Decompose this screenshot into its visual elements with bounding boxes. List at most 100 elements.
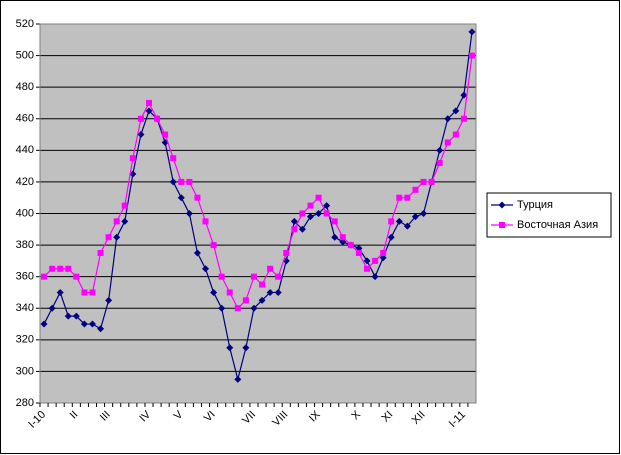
marker [242,297,249,304]
marker [283,249,290,256]
marker [452,131,459,138]
marker [81,289,88,296]
marker [65,265,72,272]
marker [380,249,387,256]
marker [41,273,48,280]
marker [234,375,242,383]
marker [226,289,233,296]
marker [274,288,282,296]
y-tick-label: 500 [16,49,34,61]
marker [89,289,96,296]
marker [48,304,56,312]
y-tick-label: 340 [16,302,34,314]
marker [387,233,395,241]
marker [258,296,266,304]
marker [129,170,137,178]
marker [105,296,113,304]
marker [186,178,193,185]
marker [306,213,314,221]
marker [266,288,274,296]
marker [339,234,346,241]
marker [121,202,128,209]
marker [291,226,298,233]
marker [105,234,112,241]
y-tick-label: 420 [16,176,34,188]
marker [234,305,241,312]
marker [137,115,144,122]
marker [275,273,282,280]
marker [436,146,444,154]
marker [73,273,80,280]
marker [169,178,177,186]
marker [315,194,322,201]
marker [194,194,201,201]
marker [72,312,80,320]
marker [145,107,153,115]
marker [299,210,306,217]
marker [460,91,468,99]
marker [444,139,451,146]
marker [363,257,371,265]
marker [452,107,460,115]
marker [411,213,419,221]
y-tick-label: 440 [16,144,34,156]
marker [420,210,428,217]
marker [331,233,339,241]
marker [185,210,193,217]
marker [267,265,274,272]
marker [121,217,129,225]
marker [218,273,225,280]
marker [64,312,72,320]
marker [113,233,121,241]
marker [372,257,379,264]
marker [412,186,419,193]
y-tick-label: 300 [16,365,34,377]
marker [250,304,258,312]
marker [202,265,210,273]
marker [88,320,96,328]
marker [315,210,323,217]
y-tick-label: 280 [16,397,34,409]
legend-label: Турция [517,199,553,211]
marker [290,217,298,225]
legend-label: Восточная Азия [517,219,598,231]
marker [331,218,338,225]
marker [250,273,257,280]
marker [193,249,201,257]
marker [388,218,395,225]
marker [40,320,48,328]
legend-marker [499,222,505,228]
marker [178,178,185,185]
y-tick-label: 380 [16,239,34,251]
marker [395,217,403,225]
marker [307,202,314,209]
marker [444,115,452,123]
marker [403,222,411,230]
marker [177,194,185,202]
marker [97,249,104,256]
marker [80,320,88,328]
y-tick-label: 480 [16,81,34,93]
marker [129,155,136,162]
marker [170,155,177,162]
marker [154,115,161,122]
y-tick-label: 400 [16,207,34,219]
marker [396,194,403,201]
marker [428,178,435,185]
marker [49,265,56,272]
marker [468,52,475,59]
marker [259,281,266,288]
marker [355,249,362,256]
marker [323,202,331,210]
marker [468,28,476,36]
y-tick-label: 520 [16,18,34,30]
marker [371,273,379,281]
marker [323,210,330,217]
y-tick-label: 320 [16,334,34,346]
y-tick-label: 460 [16,113,34,125]
marker [162,131,169,138]
marker [379,254,387,262]
marker [137,131,145,139]
marker [226,344,234,352]
